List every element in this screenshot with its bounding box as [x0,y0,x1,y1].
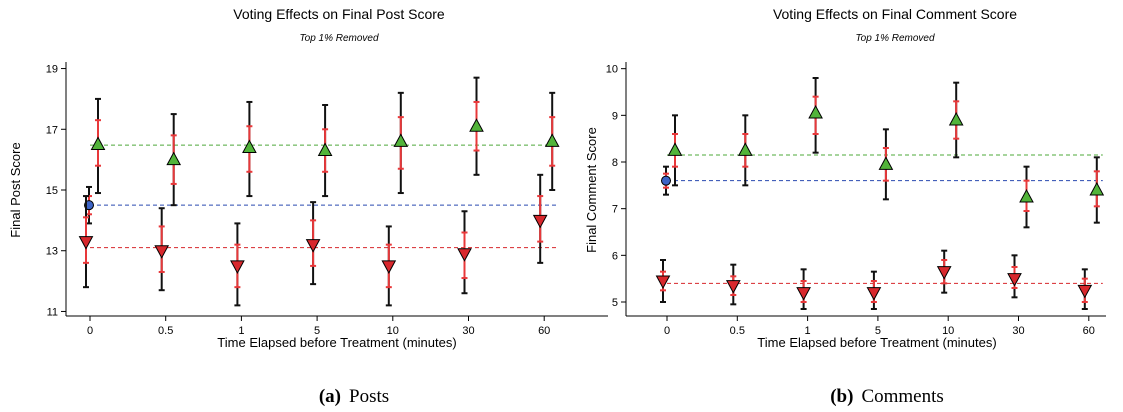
downvote-point [866,287,882,301]
plot-area: 5 6 7 8 9 10 0 0.5 1 5 10 30 60 [606,62,1106,337]
chart-panel-posts: Voting Effects on Final Post Score Top 1… [8,6,608,350]
x-tick-label: 5 [875,325,881,337]
y-axis-label: Final Comment Score [584,127,599,253]
y-tick-label: 11 [47,306,58,318]
downvote-point [154,245,170,259]
downvote-point [725,280,741,294]
upvote-point [393,133,409,147]
svg-text:(a) Posts: (a) Posts [319,386,389,407]
x-tick-label: 0.5 [730,325,745,337]
y-tick-label: 17 [46,124,58,136]
x-tick-label: 0.5 [158,325,173,337]
y-axis-label: Final Post Score [8,142,23,237]
caption-b: (b) Comments [830,386,944,407]
downvote-point [936,266,952,280]
downvote-point [796,287,811,301]
upvote-point [1019,188,1034,203]
downvote-point [305,239,321,253]
chart-title: Voting Effects on Final Comment Score [773,6,1017,22]
downvote-point [532,214,548,229]
y-tick-label: 13 [46,246,58,258]
upvote-point [469,118,484,132]
x-tick-label: 10 [942,325,954,337]
x-tick-label: 30 [1012,325,1024,337]
y-tick-label: 5 [612,297,618,309]
upvote-point [166,151,182,166]
x-axis-label: Time Elapsed before Treatment (minutes) [757,335,996,350]
x-tick-label: 1 [805,325,811,337]
upvote-point [948,111,964,126]
x-tick-label: 10 [387,325,399,337]
chart-panel-comments: Voting Effects on Final Comment Score To… [584,6,1106,350]
x-tick-label: 0 [664,325,670,337]
upvote-point [544,133,560,147]
control-point [661,175,671,186]
y-tick-label: 15 [46,185,58,197]
downvote-point [78,236,94,250]
x-tick-label: 60 [1083,325,1095,337]
y-tick-label: 9 [612,110,618,122]
downvote-point [655,275,671,290]
upvote-point [808,104,823,119]
caption-a-tag: (a) [319,386,341,407]
caption-b-tag: (b) [830,386,853,407]
y-tick-label: 7 [612,204,618,216]
downvote-point [457,248,472,262]
caption-a: (a) Posts [319,386,389,407]
upvote-point [667,142,683,156]
upvote-point [878,156,894,170]
x-tick-label: 30 [462,325,474,337]
y-tick-label: 19 [46,64,58,76]
caption-a-text: Posts [349,386,389,407]
downvote-point [1077,284,1093,299]
caption-b-text: Comments [861,386,943,407]
y-tick-label: 8 [612,157,618,169]
downvote-point [381,260,397,274]
upvote-point [1089,181,1105,196]
x-tick-label: 60 [538,325,550,337]
upvote-point [317,142,333,157]
chart-subtitle: Top 1% Removed [299,33,379,44]
upvote-point [90,136,106,150]
x-tick-label: 5 [314,325,320,337]
x-tick-label: 0 [87,325,93,337]
upvote-point [242,139,257,153]
upvote-point [737,142,753,156]
svg-text:(b) Comments: (b) Comments [830,386,944,407]
downvote-point [230,260,245,274]
chart-title: Voting Effects on Final Post Score [233,6,445,22]
downvote-point [1007,273,1022,287]
chart-subtitle: Top 1% Removed [855,33,935,44]
x-axis-label: Time Elapsed before Treatment (minutes) [217,335,456,350]
y-tick-label: 10 [606,64,618,76]
y-tick-label: 6 [612,250,618,262]
x-tick-label: 1 [238,325,244,337]
